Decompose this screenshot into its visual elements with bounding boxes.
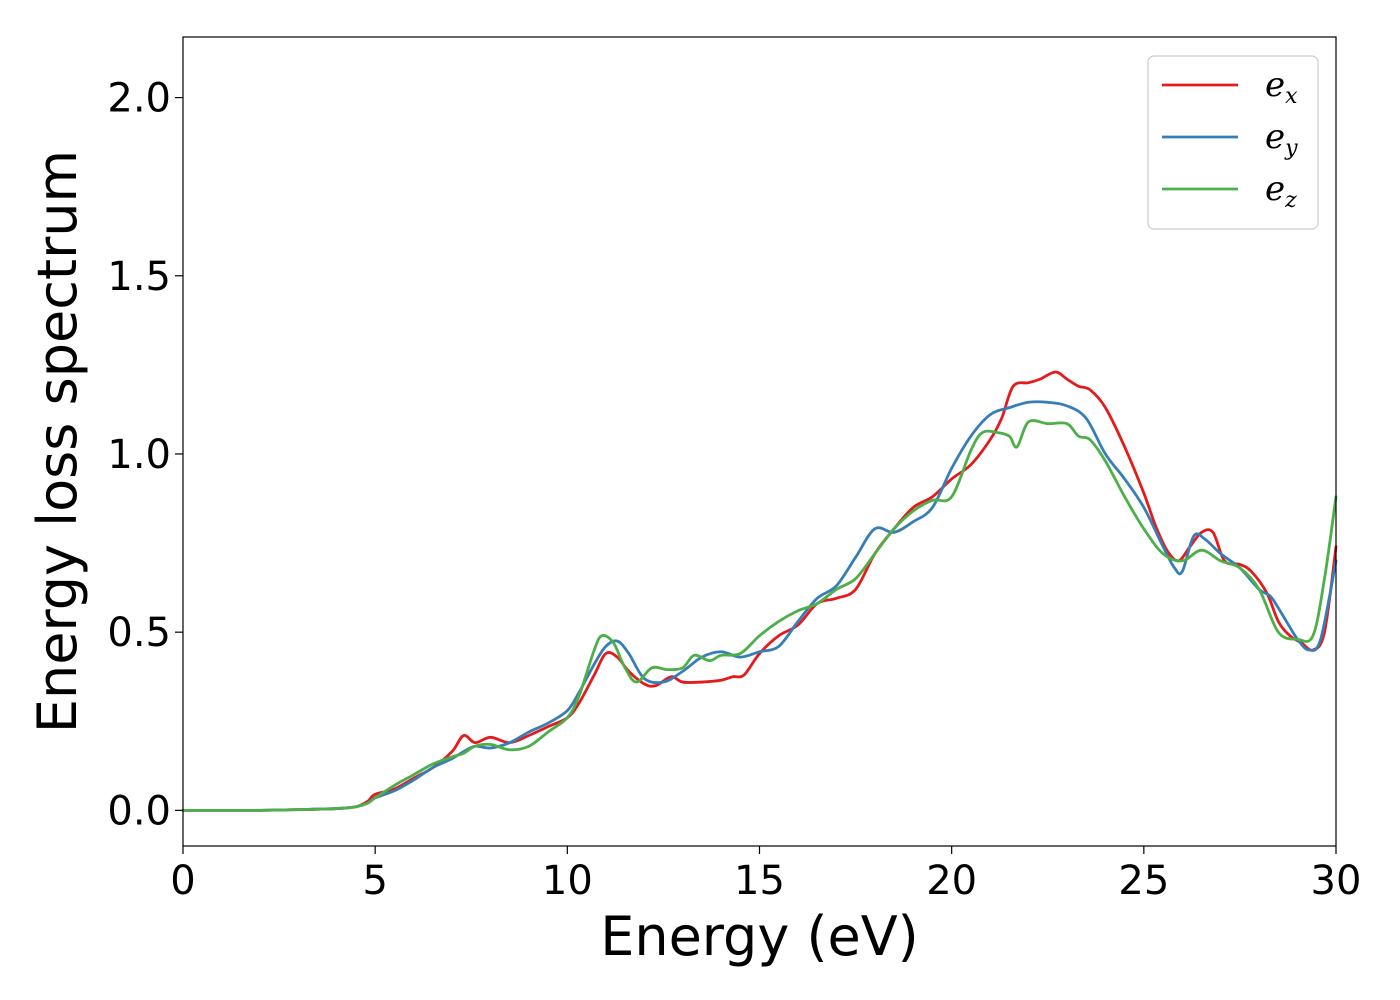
legend-label-ey: ey [1265, 117, 1298, 161]
x-tick-label: 20 [926, 858, 977, 904]
legend-label-ez: ez [1265, 169, 1297, 213]
y-tick-label: 0.5 [107, 610, 171, 656]
legend-box [1147, 55, 1319, 230]
x-tick-label: 30 [1311, 858, 1362, 904]
ticks-layer: 0 5 10 15 20 25 30 0.0 0.5 1.0 1.5 2.0 [107, 76, 1361, 904]
x-tick-label: 25 [1118, 858, 1169, 904]
y-tick-label: 0.0 [107, 788, 171, 834]
x-tick-label: 5 [362, 858, 387, 904]
series-line-ez [181, 419, 1338, 812]
y-tick-label: 1.0 [107, 432, 171, 478]
series-layer [181, 370, 1338, 812]
x-tick-label: 15 [734, 858, 785, 904]
legend-entries: ex ey ez [1162, 65, 1298, 213]
legend: ex ey ez [1147, 55, 1319, 230]
y-axis-title: Energy loss spectrum [26, 150, 89, 733]
x-tick-label: 10 [542, 858, 593, 904]
x-axis-title: Energy (eV) [600, 905, 919, 968]
series-line-ex [181, 370, 1338, 812]
legend-label-ex: ex [1265, 65, 1298, 109]
y-tick-label: 1.5 [107, 254, 171, 300]
y-tick-label: 2.0 [107, 76, 171, 122]
x-tick-label: 0 [170, 858, 195, 904]
